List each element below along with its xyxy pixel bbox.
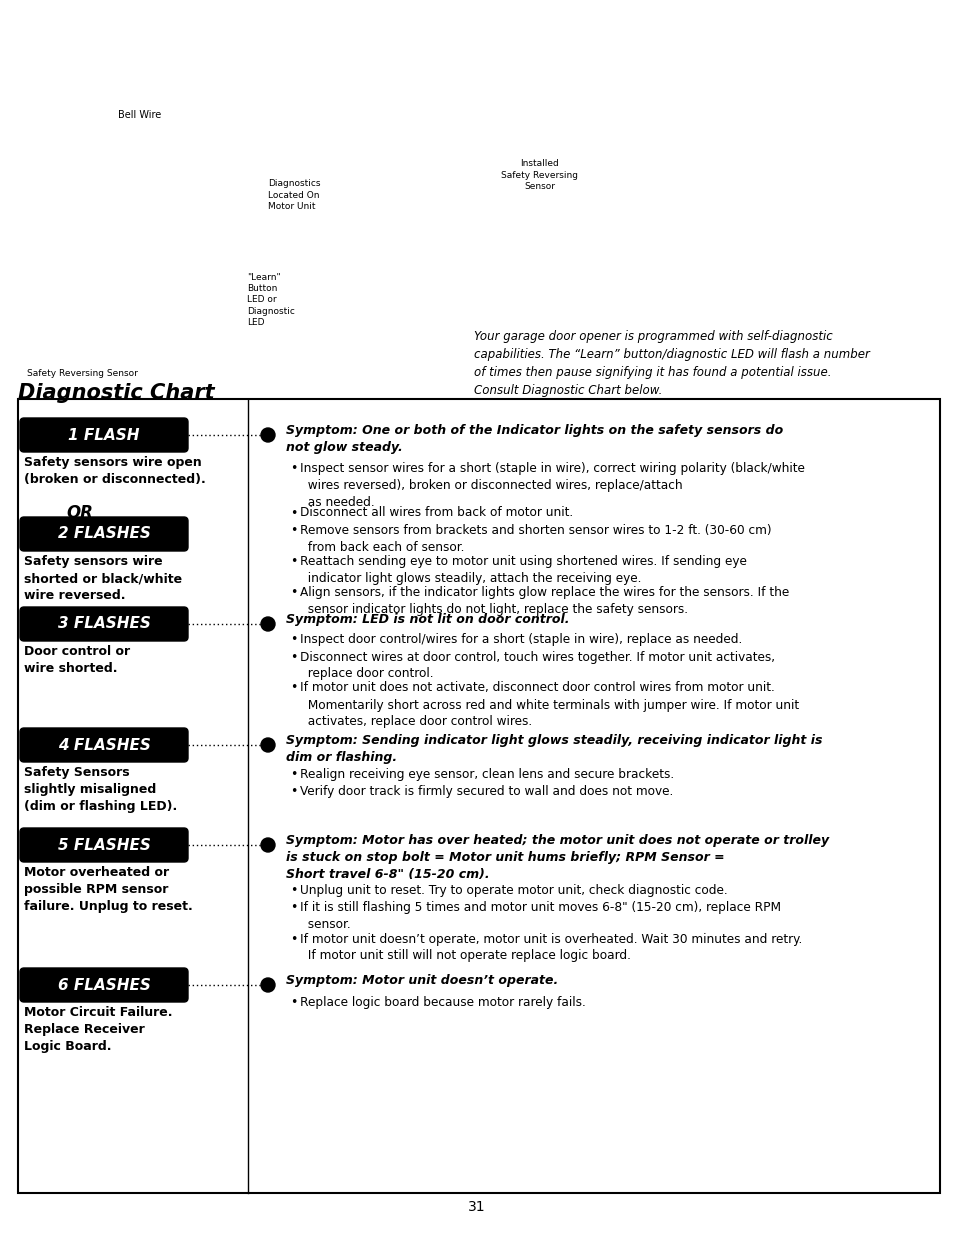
- Text: 2 FLASHES: 2 FLASHES: [57, 526, 151, 541]
- Text: Disconnect wires at door control, touch wires together. If motor unit activates,: Disconnect wires at door control, touch …: [299, 651, 774, 680]
- Text: Align sensors, if the indicator lights glow replace the wires for the sensors. I: Align sensors, if the indicator lights g…: [299, 585, 788, 616]
- Text: Symptom: One or both of the Indicator lights on the safety sensors do
not glow s: Symptom: One or both of the Indicator li…: [286, 424, 782, 454]
- Text: Safety sensors wire
shorted or black/white
wire reversed.: Safety sensors wire shorted or black/whi…: [24, 555, 182, 601]
- FancyBboxPatch shape: [20, 606, 188, 641]
- Text: Bell Wire: Bell Wire: [118, 110, 161, 120]
- Text: 4 FLASHES: 4 FLASHES: [57, 737, 151, 752]
- Text: Symptom: Sending indicator light glows steadily, receiving indicator light is
di: Symptom: Sending indicator light glows s…: [286, 734, 821, 764]
- Text: Inspect door control/wires for a short (staple in wire), replace as needed.: Inspect door control/wires for a short (…: [299, 634, 741, 646]
- FancyBboxPatch shape: [20, 968, 188, 1002]
- Text: •: •: [290, 506, 297, 520]
- FancyBboxPatch shape: [20, 827, 188, 862]
- Circle shape: [261, 978, 274, 992]
- Text: Symptom: Motor has over heated; the motor unit does not operate or trolley
is st: Symptom: Motor has over heated; the moto…: [286, 834, 828, 881]
- Text: •: •: [290, 768, 297, 781]
- Text: 6 FLASHES: 6 FLASHES: [57, 977, 151, 993]
- Text: •: •: [290, 785, 297, 799]
- Circle shape: [261, 618, 274, 631]
- Text: Diagnostic Chart: Diagnostic Chart: [18, 383, 214, 403]
- Text: Installed
Safety Reversing
Sensor: Installed Safety Reversing Sensor: [501, 159, 578, 190]
- Text: If it is still flashing 5 times and motor unit moves 6-8" (15-20 cm), replace RP: If it is still flashing 5 times and moto…: [299, 902, 781, 931]
- Text: •: •: [290, 932, 297, 946]
- Text: •: •: [290, 634, 297, 646]
- FancyBboxPatch shape: [20, 727, 188, 762]
- Text: If motor unit doesn’t operate, motor unit is overheated. Wait 30 minutes and ret: If motor unit doesn’t operate, motor uni…: [299, 932, 801, 962]
- Text: 3 FLASHES: 3 FLASHES: [57, 616, 151, 631]
- Text: OR: OR: [66, 504, 92, 522]
- Text: Disconnect all wires from back of motor unit.: Disconnect all wires from back of motor …: [299, 506, 573, 520]
- Text: Motor overheated or
possible RPM sensor
failure. Unplug to reset.: Motor overheated or possible RPM sensor …: [24, 866, 193, 913]
- FancyBboxPatch shape: [20, 417, 188, 452]
- Text: •: •: [290, 462, 297, 475]
- Text: •: •: [290, 682, 297, 694]
- Text: •: •: [290, 524, 297, 537]
- Text: •: •: [290, 651, 297, 663]
- Circle shape: [261, 739, 274, 752]
- Text: •: •: [290, 884, 297, 897]
- Text: Remove sensors from brackets and shorten sensor wires to 1-2 ft. (30-60 cm)
  fr: Remove sensors from brackets and shorten…: [299, 524, 771, 555]
- Text: Diagnostics
Located On
Motor Unit: Diagnostics Located On Motor Unit: [268, 179, 320, 211]
- Text: Motor Circuit Failure.
Replace Receiver
Logic Board.: Motor Circuit Failure. Replace Receiver …: [24, 1007, 172, 1053]
- Text: Safety Reversing Sensor: Safety Reversing Sensor: [27, 368, 138, 378]
- Text: If motor unit does not activate, disconnect door control wires from motor unit.
: If motor unit does not activate, disconn…: [299, 682, 799, 729]
- Text: Verify door track is firmly secured to wall and does not move.: Verify door track is firmly secured to w…: [299, 785, 673, 799]
- Text: •: •: [290, 995, 297, 1009]
- Text: Unplug unit to reset. Try to operate motor unit, check diagnostic code.: Unplug unit to reset. Try to operate mot…: [299, 884, 727, 897]
- Text: •: •: [290, 585, 297, 599]
- Text: Symptom: LED is not lit on door control.: Symptom: LED is not lit on door control.: [286, 613, 569, 626]
- Bar: [18, 399, 939, 1193]
- Text: Realign receiving eye sensor, clean lens and secure brackets.: Realign receiving eye sensor, clean lens…: [299, 768, 674, 781]
- Text: Safety sensors wire open
(broken or disconnected).: Safety sensors wire open (broken or disc…: [24, 456, 206, 487]
- Circle shape: [261, 839, 274, 852]
- Circle shape: [261, 429, 274, 442]
- Text: 5 FLASHES: 5 FLASHES: [57, 837, 151, 852]
- Text: Door control or
wire shorted.: Door control or wire shorted.: [24, 645, 130, 676]
- Text: Safety Sensors
slightly misaligned
(dim or flashing LED).: Safety Sensors slightly misaligned (dim …: [24, 766, 177, 813]
- Text: Reattach sending eye to motor unit using shortened wires. If sending eye
  indic: Reattach sending eye to motor unit using…: [299, 555, 746, 585]
- Text: Inspect sensor wires for a short (staple in wire), correct wiring polarity (blac: Inspect sensor wires for a short (staple…: [299, 462, 804, 509]
- Text: Symptom: Motor unit doesn’t operate.: Symptom: Motor unit doesn’t operate.: [286, 974, 558, 987]
- Text: 1 FLASH: 1 FLASH: [69, 427, 139, 442]
- Text: Replace logic board because motor rarely fails.: Replace logic board because motor rarely…: [299, 995, 585, 1009]
- Text: Your garage door opener is programmed with self-diagnostic
capabilities. The “Le: Your garage door opener is programmed wi…: [474, 330, 869, 396]
- Text: 31: 31: [468, 1200, 485, 1214]
- Text: •: •: [290, 902, 297, 914]
- FancyBboxPatch shape: [20, 517, 188, 551]
- Text: •: •: [290, 555, 297, 568]
- Text: "Learn"
Button
LED or
Diagnostic
LED: "Learn" Button LED or Diagnostic LED: [247, 273, 294, 327]
